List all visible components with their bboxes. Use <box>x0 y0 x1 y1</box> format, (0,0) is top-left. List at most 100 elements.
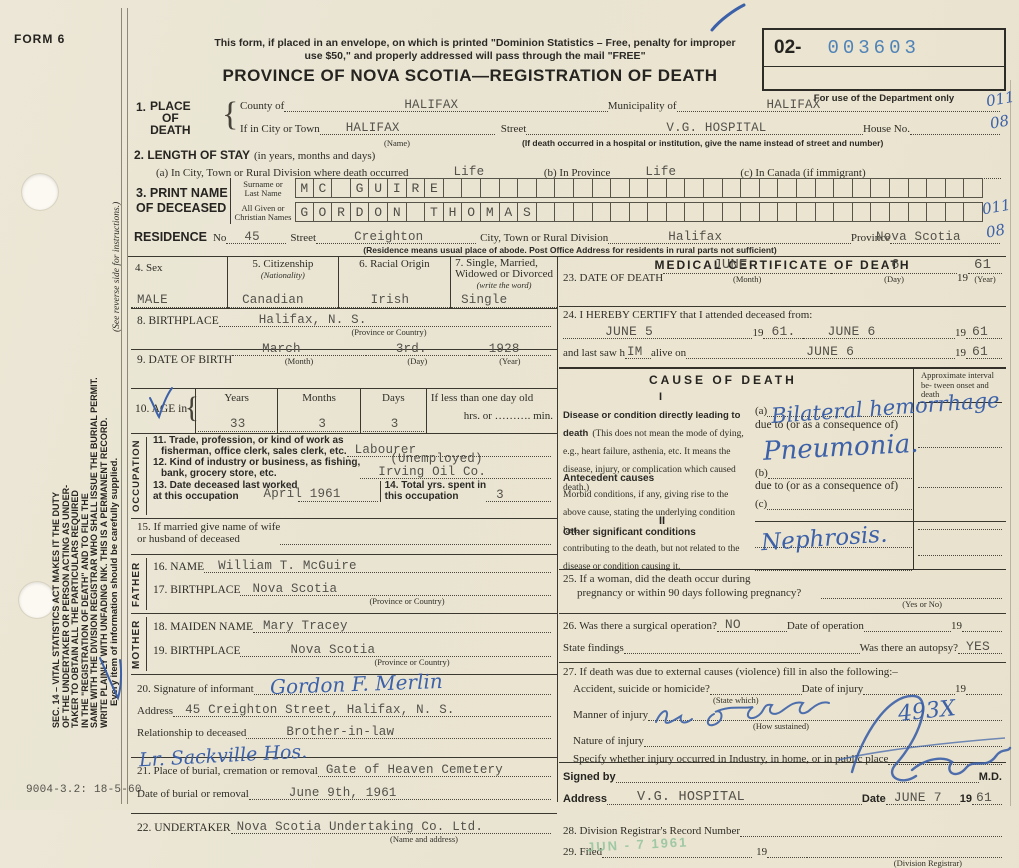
date-label: Date <box>861 793 886 805</box>
dod-year-caption: (Year) <box>974 274 996 284</box>
dod-label: 23. DATE OF DEATH <box>563 272 664 284</box>
cause-title: CAUSE OF DEATH <box>649 373 797 387</box>
letter-cell: S <box>518 202 537 222</box>
letter-cell: O <box>313 202 333 222</box>
residence-street-field: Creighton <box>316 230 477 244</box>
county-value: HALIFAX <box>404 98 459 112</box>
md-label: M.D. <box>978 771 1002 783</box>
marital-status-value: Single <box>461 293 508 307</box>
street-field: V.G. HOSPITAL <box>526 121 863 135</box>
signed-by-field <box>615 769 979 783</box>
mother-birthplace-field: Nova Scotia <box>240 643 551 657</box>
relationship-field: Brother-in-law <box>246 725 551 739</box>
last-saw-year: 61 <box>972 344 989 359</box>
letter-cell <box>573 178 593 198</box>
informant-sig-field: Gordon F. Merlin <box>253 669 551 699</box>
q26-date-label: Date of operation <box>786 620 864 632</box>
q27-specify-label: Specify whether injury occurred in Indus… <box>573 753 889 765</box>
letter-cell <box>704 202 723 222</box>
dob-year-field: 1928 <box>468 342 551 356</box>
trade-value: Labourer <box>354 443 417 457</box>
cause-a-field: Bilateral hemorrhage <box>767 388 1000 428</box>
father-name-value: William T. McGuire <box>218 559 357 573</box>
attended-from-value: JUNE 5 <box>605 324 654 339</box>
name-label-cell: Surname or Last Name All Given or Christ… <box>230 178 295 224</box>
cause-b-field <box>767 465 912 479</box>
signoff-block: Signed by M.D. Address V.G. HOSPITAL Dat… <box>559 762 1006 819</box>
maiden-name-label: 18. MAIDEN NAME <box>153 621 253 633</box>
father-name-field: William T. McGuire <box>204 559 551 573</box>
stay-c-label: (c) In Canada (if immigrant) <box>740 167 866 179</box>
birthplace-label: 8. BIRTHPLACE <box>137 315 219 327</box>
burial-date-label: Date of burial or removal <box>137 788 249 800</box>
letter-cell <box>704 178 723 198</box>
letter-cell <box>778 202 798 222</box>
registrar-signature <box>850 694 1012 782</box>
letter-cell <box>852 178 872 198</box>
q25-caption: (Yes or No) <box>902 599 942 609</box>
industry-extra-value: (Unemployed) <box>390 452 483 466</box>
dod-year-prefix: 19 <box>957 272 968 284</box>
street-value: V.G. HOSPITAL <box>666 121 767 135</box>
place-brace: { <box>222 96 239 133</box>
print-name-label: 3. PRINT NAME OF DECEASED <box>136 186 228 215</box>
letter-cell <box>778 178 798 198</box>
q27-state-which-caption: (State which) <box>713 695 759 705</box>
md-date-year: 61 <box>976 790 993 805</box>
letter-cell <box>685 202 705 222</box>
letter-cell <box>964 178 983 198</box>
age-less-than-day-label: If less than one day old <box>430 392 534 404</box>
letter-cell <box>964 202 983 222</box>
form-number: FORM 6 <box>14 32 66 46</box>
letter-cell <box>480 178 500 198</box>
undertaker-caption: (Name and address) <box>390 834 458 844</box>
last-saw-19: 19 <box>955 347 966 359</box>
letter-cell: H <box>443 202 463 222</box>
letter-cell <box>536 202 556 222</box>
citizenship-caption: (Nationality) <box>260 270 305 280</box>
citizenship-value: Canadian <box>242 293 304 307</box>
father-birthplace-field: Nova Scotia <box>240 582 551 596</box>
letter-cell <box>666 202 686 222</box>
cause-a-label: (a) <box>755 405 768 417</box>
filed-19: 19 <box>756 846 768 858</box>
letter-cell <box>536 178 556 198</box>
department-caption: For use of the Department only <box>813 93 955 104</box>
letter-cell <box>890 202 909 222</box>
municipality-label: Municipality of <box>607 100 677 112</box>
divider-top-of-columns <box>128 256 1006 257</box>
certify-label: 24. I HEREBY CERTIFY that I attended dec… <box>563 309 813 321</box>
industry-value: Irving Oil Co. <box>378 465 487 479</box>
industry-field: (Unemployed) Irving Oil Co. <box>360 452 551 479</box>
residence-city-field: Halifax <box>608 230 851 244</box>
last-saw-him: IM <box>627 345 643 359</box>
letter-cell: R <box>332 202 351 222</box>
date-of-birth-row: 9. DATE OF BIRTH March (Month) 3rd. (Day) … <box>131 342 557 389</box>
letter-cell <box>648 178 667 198</box>
attended-from-field: JUNE 5 <box>563 324 753 339</box>
registrar-signature-field <box>807 844 1002 858</box>
mail-instruction-line1: This form, if placed in an envelope, on … <box>214 37 736 49</box>
registration-code-prefix: 02- <box>774 37 802 58</box>
letter-cell <box>852 202 872 222</box>
municipality-value: HALIFAX <box>766 98 821 112</box>
division-registrar-caption: (Division Registrar) <box>893 858 962 868</box>
letter-cell <box>406 202 426 222</box>
mail-instruction-line2: use $50," and properly addressed will pa… <box>304 50 646 62</box>
residence-province-value: Nova Scotia <box>876 230 961 244</box>
letter-cell <box>741 202 760 222</box>
medical-cert-title: MEDICAL CERTIFICATE OF DEATH <box>654 258 911 272</box>
marital-status-caption: (write the word) <box>476 280 532 290</box>
q27-nature-label: Nature of injury <box>573 735 644 747</box>
letter-cell <box>648 202 667 222</box>
left-column: 4. Sex MALE 5. Citizenship (Nationality)… <box>131 256 557 852</box>
other-conditions-entry: Nephrosis. <box>755 521 912 571</box>
racial-origin-value: Irish <box>370 293 410 307</box>
letter-cell <box>815 178 835 198</box>
county-field: HALIFAX <box>284 98 608 112</box>
letter-cell <box>629 202 649 222</box>
age-check-mark <box>149 387 173 420</box>
letter-cell: M <box>295 178 314 198</box>
letter-cell: O <box>462 202 481 222</box>
